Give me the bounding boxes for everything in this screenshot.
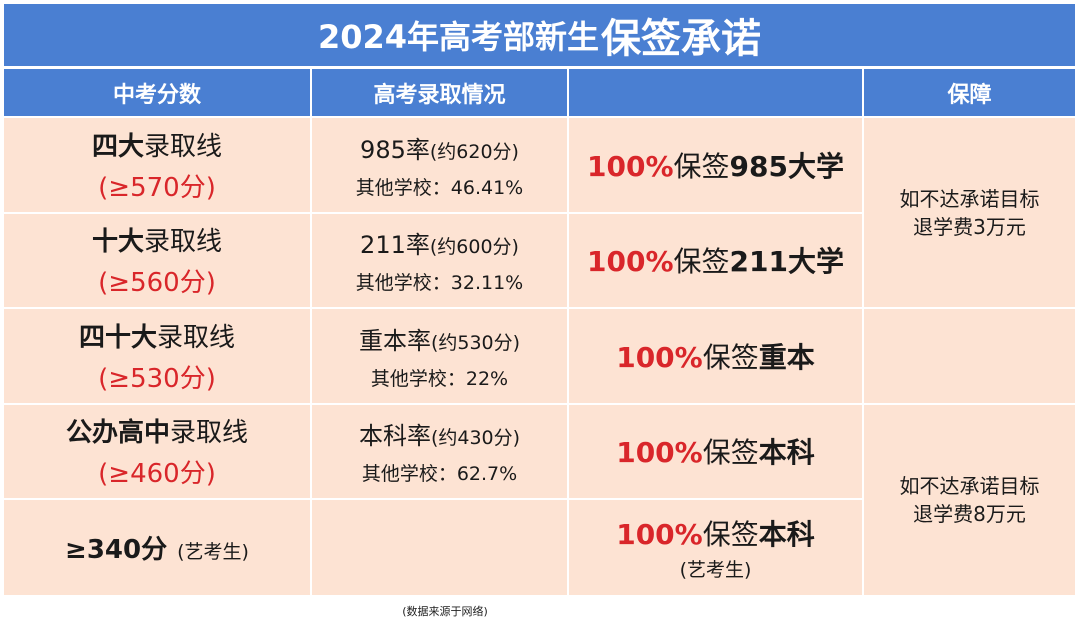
score-cell: 四十大录取线 (≥530分) [4, 307, 312, 404]
table-row: ≥340分 (艺考生) 100%保签本科 (艺考生) [4, 498, 1075, 595]
other-school-rate: 其他学校：62.7% [361, 463, 518, 486]
promise-cell: 100%保签本科 (艺考生) [568, 498, 864, 595]
table-header-row: 中考分数 高考录取情况 保障 [4, 69, 1075, 117]
promise-cell: 100%保签985大学 [568, 116, 864, 213]
promise-text: 100%保签985大学 [587, 149, 844, 183]
promise-note: (艺考生) [679, 558, 752, 581]
header-zhongkao-score: 中考分数 [4, 69, 312, 117]
score-threshold: (≥530分) [98, 363, 216, 394]
title-main: 2024年高考部新生 [317, 18, 600, 56]
other-school-rate: 其他学校：46.41% [355, 176, 524, 199]
score-threshold: (≥570分) [98, 172, 216, 203]
score-threshold: (≥460分) [98, 459, 216, 490]
header-gaokao-admission: 高考录取情况 [311, 69, 569, 117]
rate-cell: 重本率(约530分) 其他学校：22% [311, 307, 569, 404]
header-guarantee: 保障 [863, 69, 1075, 117]
art-score: ≥340分 [65, 534, 168, 565]
rate-cell: 本科率(约430分) 其他学校：62.7% [311, 402, 569, 499]
data-source-note: (数据来源于网络) [402, 605, 488, 618]
score-line-name: 四十大录取线 [78, 322, 236, 353]
guarantee-text: 如不达承诺目标 退学费8万元 [899, 473, 1040, 526]
score-threshold: (≥560分) [98, 268, 216, 299]
guarantee-cell: 如不达承诺目标 退学费3万元 [863, 116, 1075, 308]
promise-cell: 100%保签本科 [568, 402, 864, 499]
promise-cell: 100%保签211大学 [568, 211, 864, 308]
rate-label: 重本率(约530分) [358, 326, 521, 355]
rate-cell: 985率(约620分) 其他学校：46.41% [311, 116, 569, 213]
rate-label: 211率(约600分) [360, 231, 519, 260]
score-line-name: 四大录取线 [91, 131, 223, 162]
table-row: 十大录取线 (≥560分) 211率(约600分) 其他学校：32.11% 10… [4, 211, 1075, 308]
table-row: 公办高中录取线 (≥460分) 本科率(约430分) 其他学校：62.7% 10… [4, 402, 1075, 595]
rate-cell-empty [311, 498, 569, 595]
art-note: (艺考生) [177, 540, 249, 563]
score-cell: 四大录取线 (≥570分) [4, 116, 312, 213]
promise-text: 100%保签本科 [616, 436, 815, 470]
score-line-name: 十大录取线 [91, 227, 223, 258]
rate-label: 985率(约620分) [360, 135, 519, 164]
guarantee-cell: 如不达承诺目标 退学费8万元 [863, 402, 1075, 595]
title-emphasis: 保签承诺 [601, 16, 762, 62]
page-title: 2024年高考部新生 保签承诺 [4, 4, 1075, 66]
table-row: 四十大录取线 (≥530分) 重本率(约530分) 其他学校：22% 100%保… [4, 307, 1075, 404]
promise-text: 100%保签211大学 [587, 245, 844, 279]
other-school-rate: 其他学校：22% [370, 367, 509, 390]
guarantee-text: 如不达承诺目标 退学费3万元 [899, 186, 1040, 239]
rate-cell: 211率(约600分) 其他学校：32.11% [311, 211, 569, 308]
header-promise [568, 69, 864, 117]
score-cell: ≥340分 (艺考生) [4, 498, 312, 595]
promise-cell: 100%保签重本 [568, 307, 864, 404]
promise-text: 100%保签本科 [616, 517, 815, 551]
rate-label: 本科率(约430分) [358, 422, 521, 451]
score-cell: 公办高中录取线 (≥460分) [4, 402, 312, 499]
promise-text: 100%保签重本 [616, 340, 815, 374]
score-line-name: 公办高中录取线 [65, 418, 249, 449]
score-cell: 十大录取线 (≥560分) [4, 211, 312, 308]
table-row: 四大录取线 (≥570分) 985率(约620分) 其他学校：46.41% 10… [4, 116, 1075, 308]
guarantee-cell-empty [863, 307, 1075, 404]
other-school-rate: 其他学校：32.11% [355, 272, 524, 295]
admission-table: 中考分数 高考录取情况 保障 四大录取线 (≥570分) 985率(约620分)… [4, 69, 1075, 595]
